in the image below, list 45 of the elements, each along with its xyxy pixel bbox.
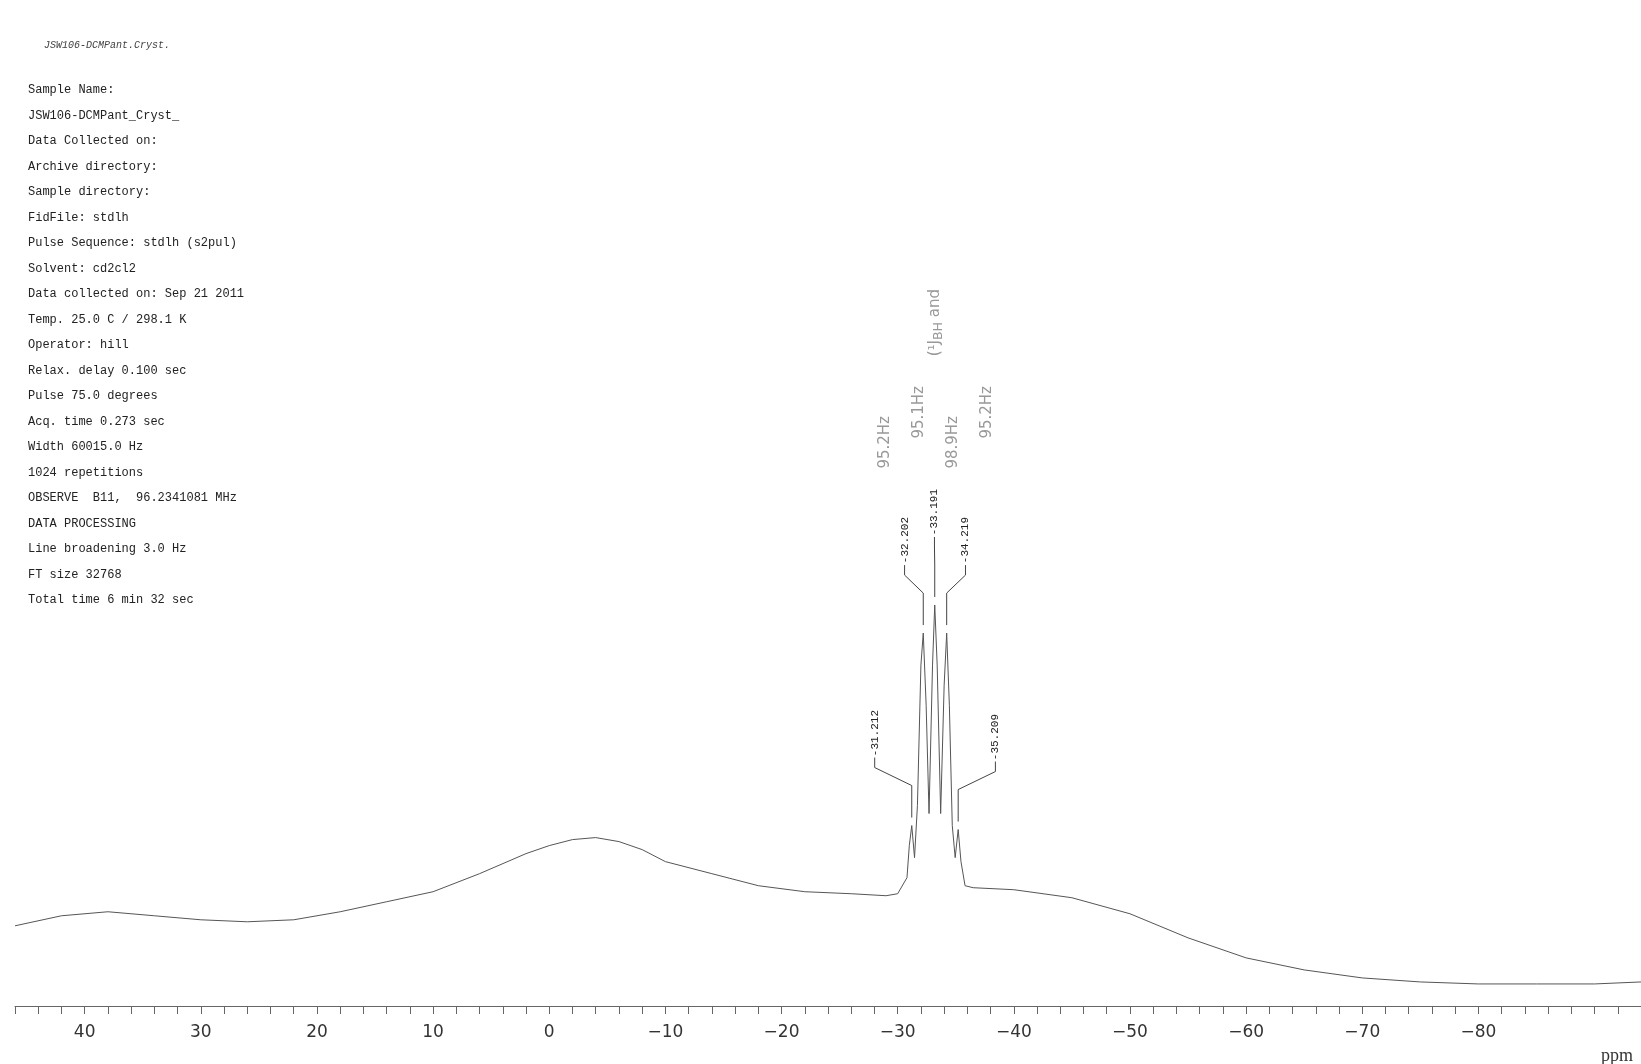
text: OBSERVE B11, 96.2341081 MHz (28, 491, 237, 505)
text: Acq. time 0.273 sec (28, 414, 165, 429)
annotation: -32.202 (898, 517, 911, 564)
x-tick-label: −50 (1112, 1020, 1148, 1041)
text: Line broadening 3.0 Hz (28, 542, 187, 556)
text: DATA PROCESSING (28, 516, 137, 531)
text: FT size 32768 (28, 567, 122, 582)
x-tick-label: −20 (763, 1020, 800, 1041)
text: 1024 repetitions (28, 465, 144, 480)
chart-title: JSW106-DCMPant.Cryst. (44, 40, 171, 51)
text: Solvent: cd2cl2 (28, 261, 137, 276)
x-axis-title: ppm (1601, 1045, 1634, 1064)
annotation: -34.219 (959, 517, 972, 564)
annotation: Total time 6 min 32 sec (28, 593, 194, 607)
text: 98.9Hz (942, 416, 961, 469)
text: Sample Name: (28, 83, 115, 97)
text: 95.2Hz (874, 416, 893, 469)
text: Archive directory: (28, 159, 158, 174)
annotation: -33.191 (928, 489, 941, 536)
text: Pulse Sequence: stdlh (s2pul) (28, 236, 237, 250)
text: Width 60015.0 Hz (28, 440, 144, 454)
text: Data Collected on: (28, 134, 158, 148)
text: Operator: hill (28, 338, 129, 352)
x-tick-label: 0 (543, 1020, 555, 1041)
annotation: -35.209 (989, 713, 1002, 760)
text: Temp. 25.0 C / 298.1 K (28, 312, 187, 327)
text: JSW106-DCMPant_Cryst_ (28, 108, 180, 123)
x-tick-label: −30 (879, 1020, 916, 1041)
x-tick-label: −70 (1344, 1020, 1381, 1041)
x-tick-label: 40 (73, 1020, 96, 1041)
text: 95.2Hz (976, 386, 995, 439)
text: Data collected on: Sep 21 2011 (28, 287, 245, 301)
x-tick-label: 10 (422, 1020, 444, 1041)
x-tick-label: −80 (1460, 1020, 1497, 1041)
x-tick-label: 30 (190, 1020, 212, 1041)
x-tick-label: −40 (995, 1020, 1032, 1041)
annotation: -31.212 (868, 709, 881, 756)
text: FidFile: stdlh (28, 210, 129, 225)
x-tick-label: −60 (1228, 1020, 1265, 1041)
text: Relax. delay 0.100 sec (28, 363, 187, 378)
text: 95.1Hz (908, 386, 927, 439)
x-tick-label: 20 (306, 1020, 328, 1041)
text: Pulse 75.0 degrees (28, 389, 158, 403)
text: Sample directory: (28, 185, 151, 199)
x-tick-label: −10 (647, 1020, 684, 1041)
